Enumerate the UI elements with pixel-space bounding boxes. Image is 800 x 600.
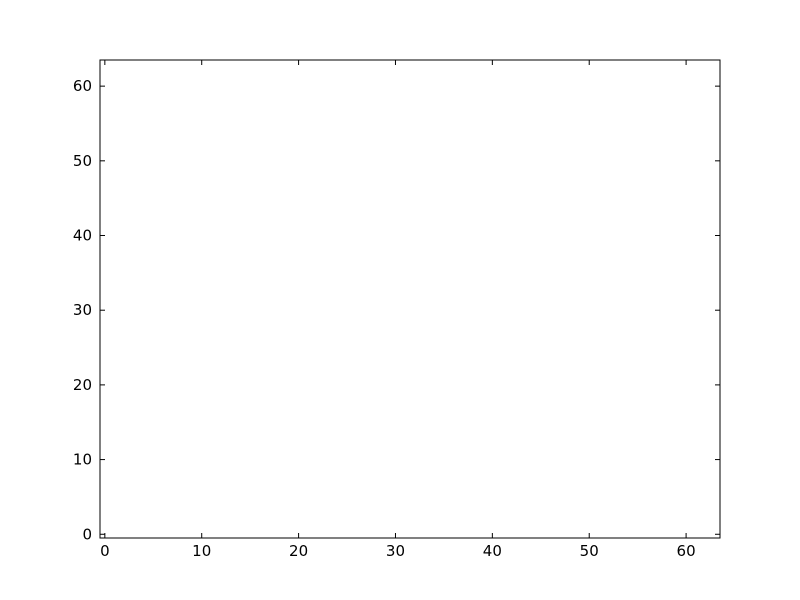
y-tick-label: 60 — [73, 77, 92, 95]
x-tick-label: 60 — [677, 542, 696, 560]
x-tick-label: 0 — [100, 542, 110, 560]
y-tick-label: 30 — [73, 301, 92, 319]
axis-ticks: 0 10 20 30 40 50 60 0 10 20 30 40 50 60 — [73, 60, 720, 560]
y-tick-label: 10 — [73, 451, 92, 469]
axes-frame — [99, 59, 721, 539]
x-tick-label: 30 — [386, 542, 405, 560]
plot-area: 0 10 20 30 40 50 60 0 10 20 30 40 50 60 — [73, 59, 721, 560]
x-tick-label: 10 — [192, 542, 211, 560]
x-tick-label: 20 — [289, 542, 308, 560]
y-tick-label: 50 — [73, 152, 92, 170]
x-tick-label: 50 — [580, 542, 599, 560]
y-tick-label: 40 — [73, 227, 92, 245]
y-tick-label: 20 — [73, 376, 92, 394]
x-tick-label: 40 — [483, 542, 502, 560]
y-tick-label: 0 — [82, 525, 92, 543]
